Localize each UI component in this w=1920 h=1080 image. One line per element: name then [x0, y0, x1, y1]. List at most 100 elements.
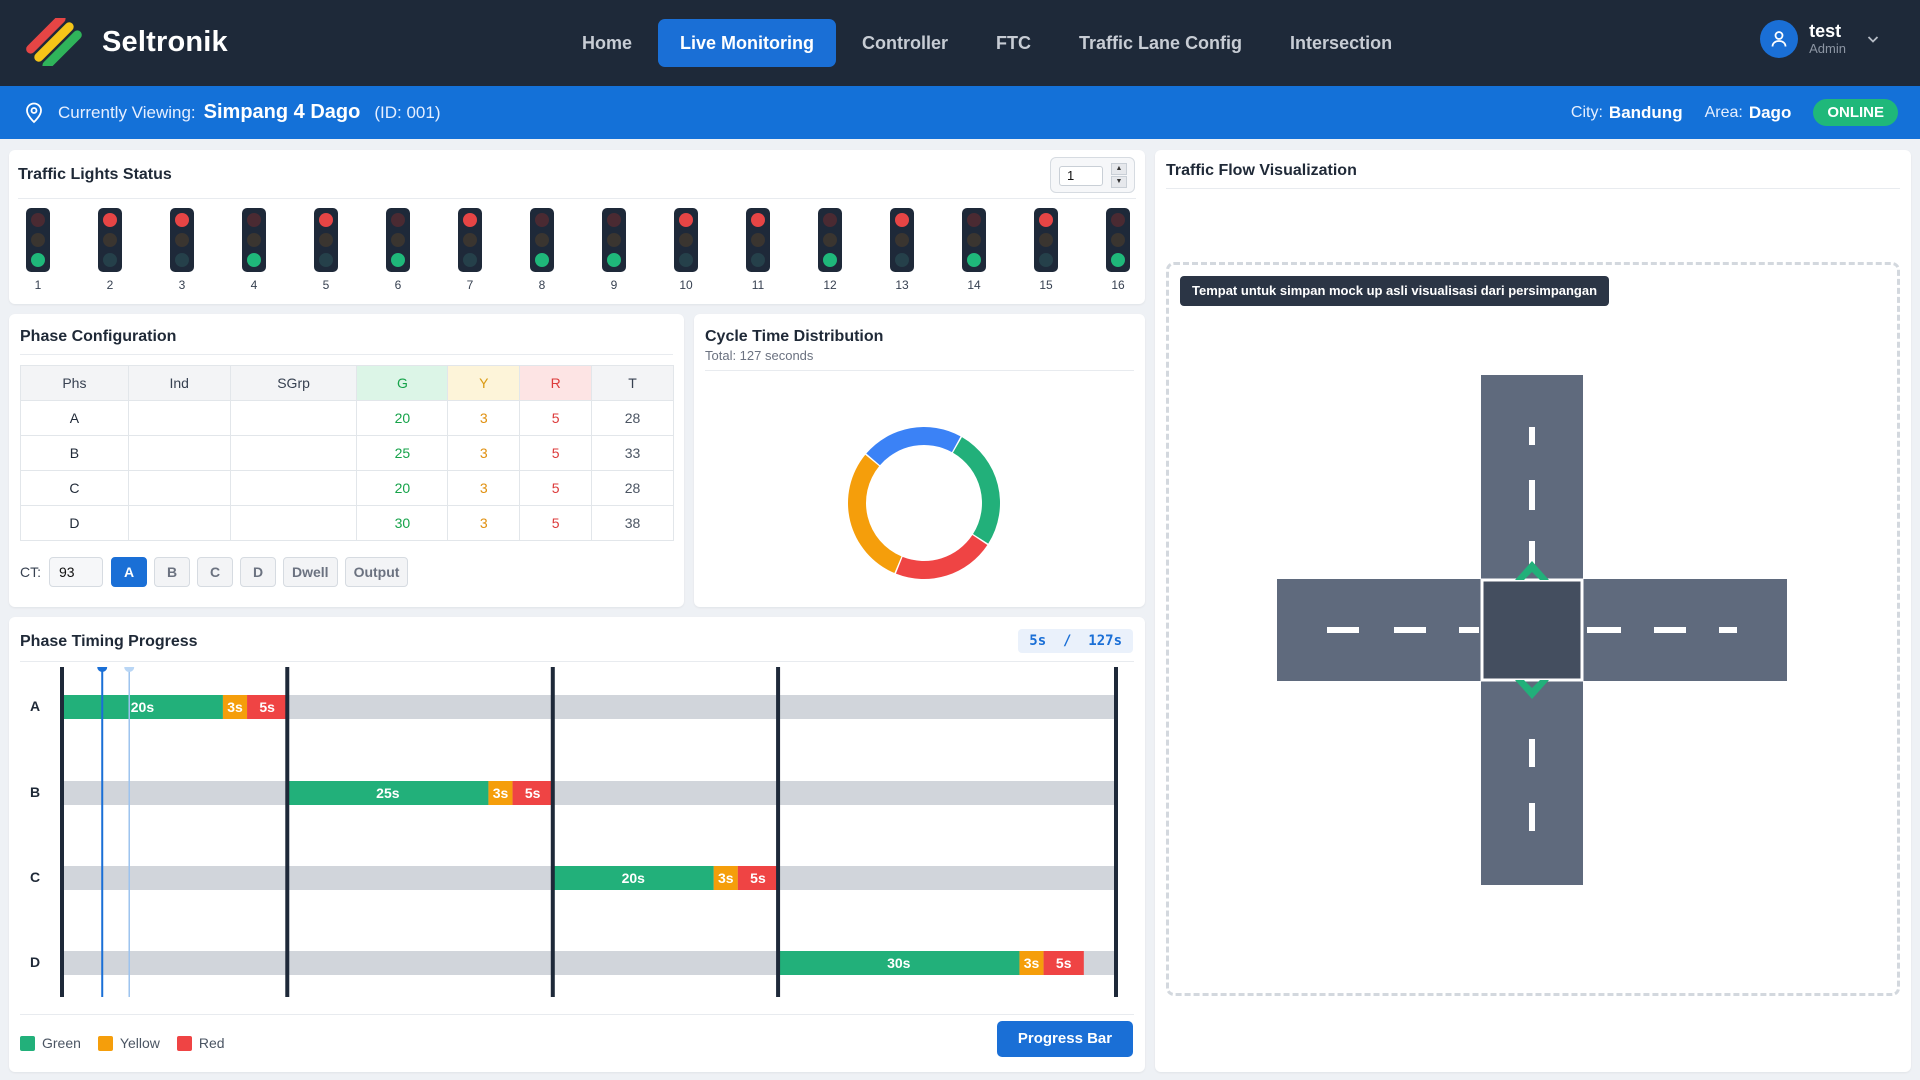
cell-yellow[interactable]: 3 [447, 435, 521, 471]
nav-intersection[interactable]: Intersection [1290, 33, 1393, 53]
traffic-light-3[interactable]: 3 [170, 208, 194, 292]
phase-timing-card: Phase Timing Progress 5s / 127s A 20s 3s 5s… [9, 617, 1145, 1072]
arrow-north-icon [1515, 561, 1549, 580]
output-button[interactable]: Output [344, 557, 409, 587]
nav-home[interactable]: Home [582, 33, 633, 53]
table-row[interactable]: B 25 3 5 33 [20, 435, 674, 471]
donut-slice-b[interactable] [952, 437, 1000, 544]
lamp-yellow [247, 233, 261, 247]
traffic-light-11[interactable]: 11 [746, 208, 770, 292]
user-menu[interactable]: test Admin [1760, 20, 1880, 58]
nav-controller[interactable]: Controller [862, 33, 949, 53]
cell-ind[interactable] [127, 470, 231, 506]
legend-yellow-swatch [97, 1035, 113, 1051]
col-total: T [591, 365, 674, 401]
phase-c-button[interactable]: C [197, 557, 233, 587]
table-row[interactable]: C 20 3 5 28 [20, 470, 674, 506]
lamp-green [679, 253, 693, 267]
traffic-light-10[interactable]: 10 [674, 208, 698, 292]
lamp-green [319, 253, 333, 267]
col-yellow: Y [447, 365, 521, 401]
progress-bar-button[interactable]: Progress Bar [997, 1021, 1133, 1057]
ct-input[interactable]: 93 [49, 557, 103, 587]
traffic-light-number: 12 [823, 278, 837, 292]
traffic-light-13[interactable]: 13 [890, 208, 914, 292]
location-bar: Currently Viewing: Simpang 4 Dago (ID: 0… [0, 86, 1920, 139]
dwell-button[interactable]: Dwell [283, 557, 338, 587]
traffic-light-6[interactable]: 6 [386, 208, 410, 292]
brand[interactable]: Seltronik [22, 18, 228, 66]
location-id: (ID: 001) [374, 102, 441, 122]
traffic-light-2[interactable]: 2 [98, 208, 122, 292]
legend-green-swatch [20, 1035, 35, 1051]
cell-red[interactable]: 5 [519, 400, 593, 436]
cell-ind[interactable] [127, 505, 231, 541]
traffic-light-8[interactable]: 8 [530, 208, 554, 292]
cell-sgrp[interactable] [229, 470, 358, 506]
phase-green-label: 20s [622, 870, 646, 886]
nav-live-monitoring[interactable]: Live Monitoring [658, 19, 837, 67]
cell-green[interactable]: 25 [356, 435, 449, 471]
lamp-red [679, 213, 693, 227]
cycle-donut-chart [848, 427, 1000, 579]
traffic-light-icon [26, 208, 50, 272]
phase-d-button[interactable]: D [240, 557, 276, 587]
phase-yellow-label: 3s [227, 699, 243, 715]
phase-red-label: 5s [525, 785, 541, 801]
cell-red[interactable]: 5 [519, 470, 593, 506]
phase-red-label: 5s [750, 870, 766, 886]
traffic-light-5[interactable]: 5 [314, 208, 338, 292]
chevron-down-icon[interactable] [1866, 32, 1880, 46]
cell-green[interactable]: 20 [356, 470, 449, 506]
donut-slice-d[interactable] [848, 454, 902, 574]
cell-phs: B [20, 435, 129, 471]
traffic-lights-row: 1 2 3 4 5 6 7 8 9 10 11 12 13 14 15 16 [26, 208, 1130, 298]
traffic-light-icon [242, 208, 266, 272]
cell-sgrp[interactable] [229, 435, 358, 471]
table-row[interactable]: A 20 3 5 28 [20, 400, 674, 436]
table-row[interactable]: D 30 3 5 38 [20, 505, 674, 541]
cell-sgrp[interactable] [229, 505, 358, 541]
traffic-light-7[interactable]: 7 [458, 208, 482, 292]
phase-green-label: 20s [131, 699, 155, 715]
nav-traffic-lane-config[interactable]: Traffic Lane Config [1079, 33, 1243, 53]
lamp-yellow [679, 233, 693, 247]
playhead-handle-icon[interactable] [97, 667, 108, 672]
top-navbar: Seltronik Home Live Monitoring Controlle… [0, 0, 1920, 86]
phase-a-button[interactable]: A [111, 557, 147, 587]
cell-red[interactable]: 5 [519, 435, 593, 471]
spinner-down-icon[interactable]: ▼ [1111, 176, 1127, 188]
cell-green[interactable]: 30 [356, 505, 449, 541]
traffic-flow-card: Traffic Flow Visualization Tempat untuk … [1155, 150, 1911, 1072]
traffic-light-1[interactable]: 1 [26, 208, 50, 292]
cell-green[interactable]: 20 [356, 400, 449, 436]
nav-ftc[interactable]: FTC [996, 33, 1032, 53]
lamp-yellow [1111, 233, 1125, 247]
phase-b-button[interactable]: B [154, 557, 190, 587]
traffic-light-16[interactable]: 16 [1106, 208, 1130, 292]
phase-green-bar [287, 781, 489, 805]
phase-green-bar [62, 695, 223, 719]
traffic-light-14[interactable]: 14 [962, 208, 986, 292]
light-group-input[interactable]: 1 [1059, 166, 1103, 186]
traffic-light-9[interactable]: 9 [602, 208, 626, 292]
cell-ind[interactable] [127, 435, 231, 471]
traffic-light-4[interactable]: 4 [242, 208, 266, 292]
intersection-center [1480, 578, 1584, 682]
cell-yellow[interactable]: 3 [447, 505, 521, 541]
cell-red[interactable]: 5 [519, 505, 593, 541]
light-group-selector[interactable]: 1 ▲ ▼ [1050, 157, 1135, 193]
placeholder-note: Tempat untuk simpan mock up asli visuali… [1180, 276, 1610, 306]
cell-ind[interactable] [127, 400, 231, 436]
road-south [1481, 681, 1583, 885]
lamp-green [391, 253, 405, 267]
donut-slice-c[interactable] [895, 535, 988, 579]
cell-yellow[interactable]: 3 [447, 400, 521, 436]
donut-slice-a[interactable] [866, 427, 961, 466]
traffic-light-15[interactable]: 15 [1034, 208, 1058, 292]
traffic-light-12[interactable]: 12 [818, 208, 842, 292]
phase-red-bar [512, 781, 553, 805]
spinner-up-icon[interactable]: ▲ [1111, 163, 1127, 175]
cell-sgrp[interactable] [229, 400, 358, 436]
cell-yellow[interactable]: 3 [447, 470, 521, 506]
